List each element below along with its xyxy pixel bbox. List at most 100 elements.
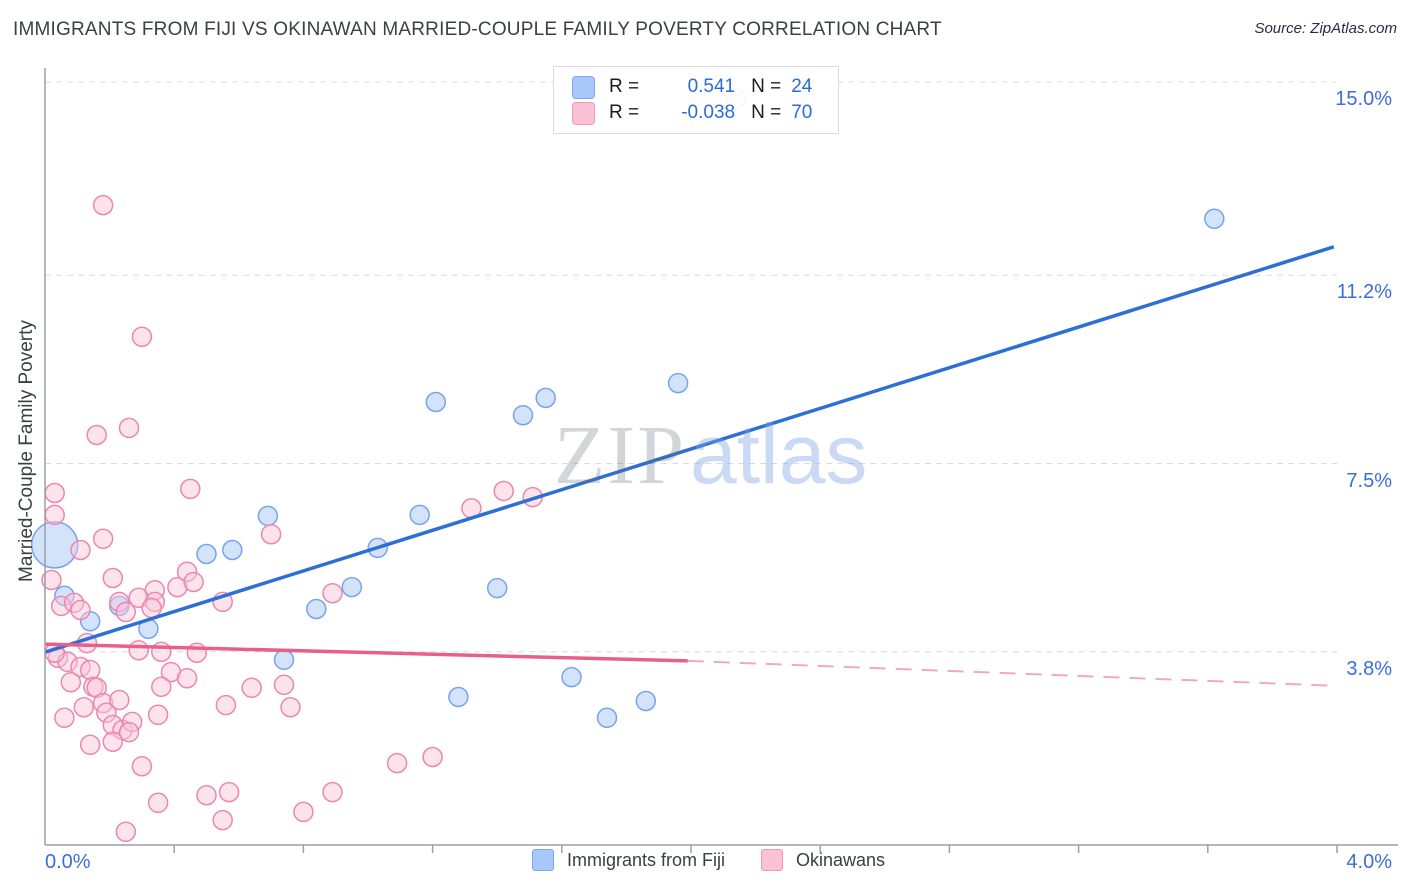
legend-item-fiji: Immigrants from Fiji: [532, 849, 725, 871]
data-point: [596, 707, 618, 729]
data-point: [293, 801, 314, 823]
data-point: [151, 676, 172, 698]
okinawans-legend-label: Okinawans: [796, 849, 886, 870]
data-point: [128, 639, 149, 661]
data-point: [167, 576, 188, 598]
data-point: [183, 571, 204, 593]
data-point: [147, 704, 169, 726]
data-point: [486, 577, 508, 599]
data-point: [422, 746, 443, 768]
data-point: [306, 598, 327, 620]
r-label: R =: [609, 76, 640, 97]
data-point: [425, 391, 447, 413]
scatter-series-pink: [41, 194, 543, 843]
data-point: [535, 387, 556, 409]
data-point: [196, 784, 217, 806]
data-point: [176, 561, 198, 583]
data-point: [141, 597, 162, 619]
data-point: [273, 674, 295, 696]
data-point: [667, 372, 689, 394]
data-point: [131, 326, 153, 348]
data-point: [115, 601, 137, 623]
data-point: [70, 599, 91, 621]
y-axis-label: 3.8%: [1346, 657, 1392, 680]
r-value-fiji: 0.541: [687, 76, 736, 97]
page-title: IMMIGRANTS FROM FIJI VS OKINAWAN MARRIED…: [13, 19, 942, 40]
n-label: N =: [751, 102, 782, 123]
data-point: [273, 649, 295, 671]
data-point: [54, 707, 75, 729]
data-point: [102, 567, 124, 589]
source-note: Source: ZipAtlas.com: [1254, 20, 1397, 37]
trend-line-okinawans: [687, 659, 1334, 687]
legend-row-okinawans: R = -0.038 N = 70: [572, 100, 838, 126]
data-point: [409, 504, 430, 526]
data-point: [322, 781, 343, 803]
data-point: [448, 686, 469, 708]
data-point: [280, 696, 301, 718]
data-point: [92, 194, 114, 216]
data-point: [86, 424, 107, 446]
fiji-legend-label: Immigrants from Fiji: [567, 849, 726, 870]
data-point: [180, 478, 201, 500]
data-point: [118, 721, 140, 743]
r-label: R =: [609, 102, 640, 123]
data-point: [215, 694, 237, 716]
n-value-fiji: 24: [791, 76, 813, 97]
data-point: [635, 690, 657, 712]
okinawans-swatch: [572, 101, 595, 125]
data-point: [30, 521, 79, 569]
data-point: [109, 689, 130, 711]
axes: [44, 68, 1398, 853]
data-point: [493, 480, 514, 502]
data-point: [222, 539, 243, 561]
data-point: [118, 417, 140, 439]
data-point: [102, 731, 124, 752]
legend-item-okinawans: Okinawans: [761, 849, 885, 871]
data-point: [186, 642, 208, 663]
y-axis-label: 15.0%: [1335, 88, 1392, 110]
data-point: [196, 543, 217, 565]
data-point: [147, 792, 169, 814]
okinawans-legend-swatch: [761, 849, 784, 871]
trend-line-fiji: [44, 245, 1335, 654]
data-point: [386, 752, 408, 774]
data-point: [561, 666, 582, 688]
data-point: [50, 595, 72, 617]
data-point: [257, 505, 279, 527]
r-value-okinawans: -0.038: [681, 102, 736, 123]
fiji-legend-swatch: [532, 849, 554, 871]
data-point: [260, 523, 282, 545]
n-value-okinawans: 70: [791, 102, 813, 123]
y-axis-title: Married-Couple Family Poverty: [16, 320, 37, 582]
data-point: [341, 576, 363, 598]
data-point: [41, 569, 62, 591]
data-point: [131, 755, 153, 777]
correlation-legend: R = 0.541 N = 24 R = -0.038 N = 70: [553, 66, 839, 134]
data-point: [115, 821, 137, 843]
data-point: [241, 677, 262, 699]
y-axis-label: 11.2%: [1336, 281, 1392, 304]
trend-line-okinawans: [44, 642, 688, 663]
data-point: [212, 809, 233, 831]
data-point: [218, 781, 240, 803]
data-point: [86, 677, 107, 699]
fiji-swatch: [572, 75, 595, 99]
scatter-series-blue: [30, 88, 1225, 729]
data-point: [70, 539, 91, 561]
x-axis-label-max: 4.0%: [1346, 851, 1392, 873]
gridlines: [45, 81, 1337, 653]
data-point: [60, 671, 82, 693]
data-point: [109, 591, 130, 613]
data-point: [96, 702, 117, 723]
data-point: [322, 582, 343, 604]
data-point: [44, 482, 65, 504]
data-point: [73, 696, 95, 718]
data-point: [1204, 208, 1225, 230]
data-point: [79, 734, 101, 756]
legend-row-fiji: R = 0.541 N = 24: [572, 74, 838, 100]
data-point: [151, 641, 172, 662]
data-point: [92, 528, 114, 550]
data-point: [176, 667, 198, 689]
